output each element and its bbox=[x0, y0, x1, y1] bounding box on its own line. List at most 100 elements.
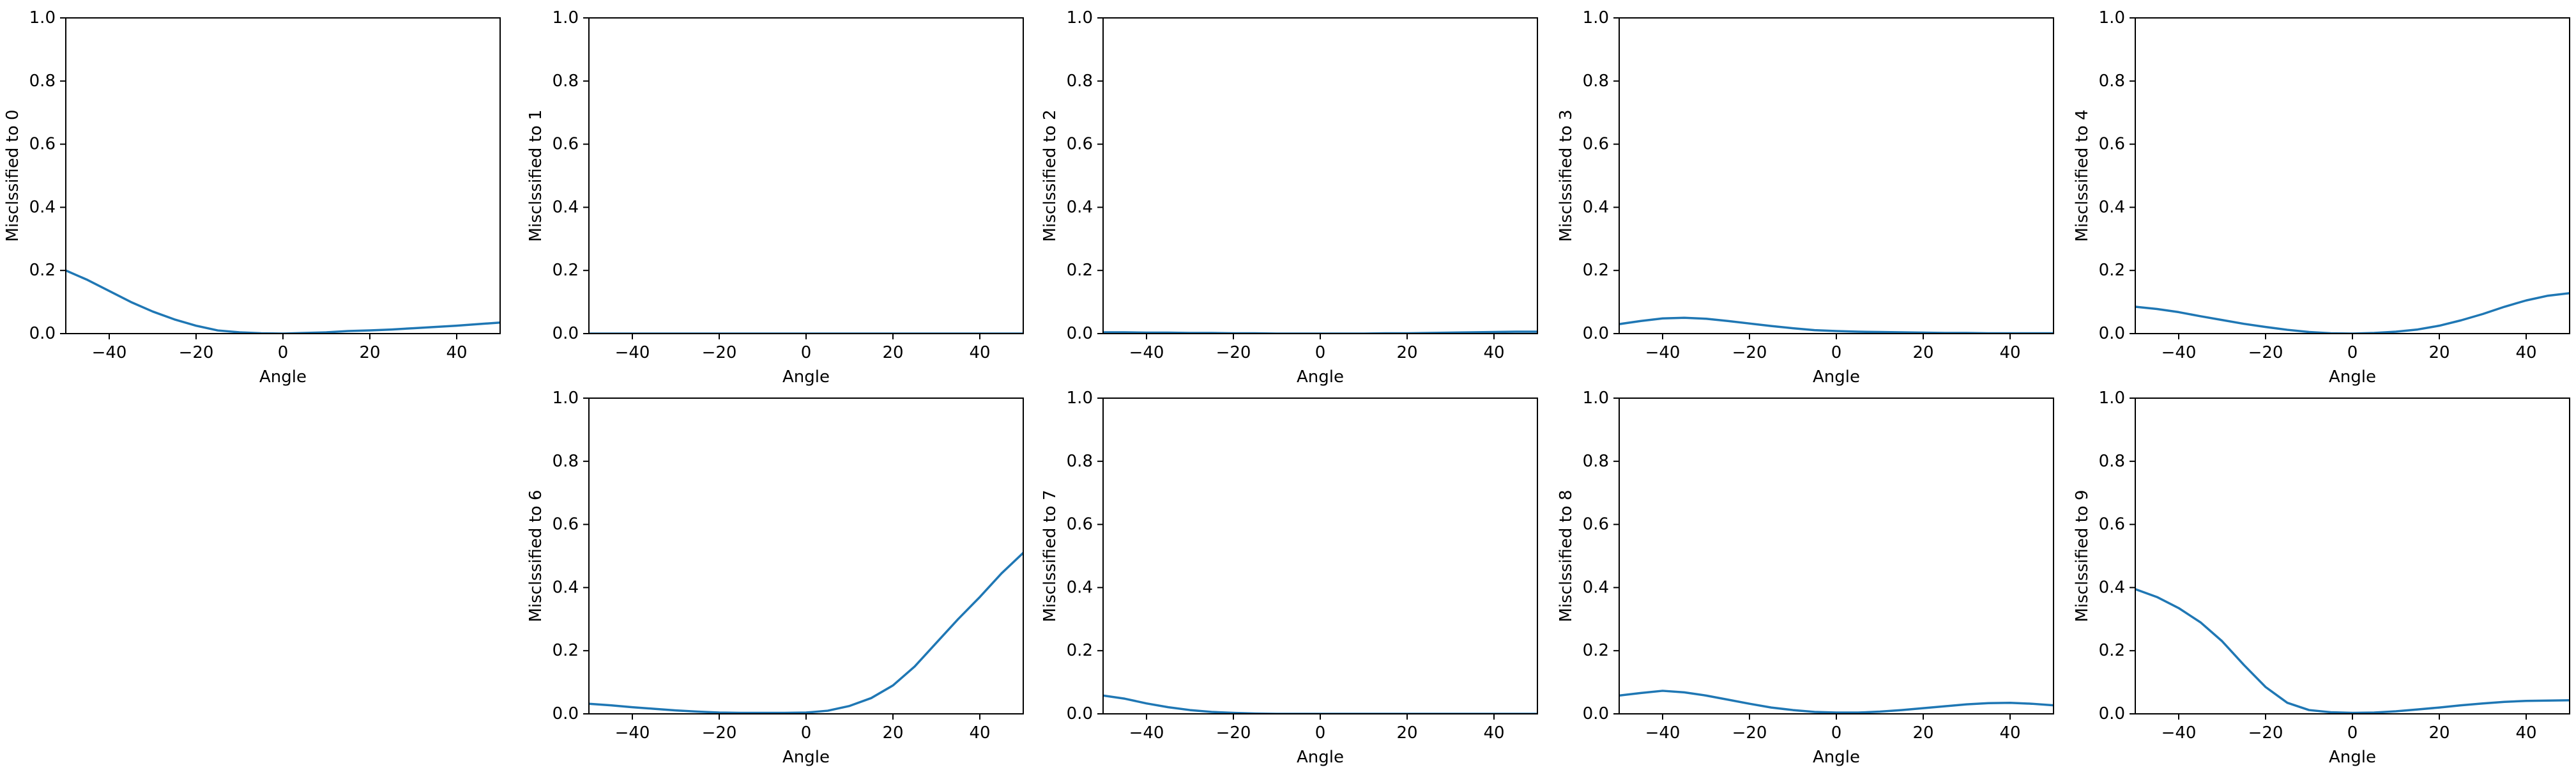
y-axis-label: Misclssified to 4 bbox=[2073, 109, 2092, 242]
y-tick-label: 1.0 bbox=[2099, 8, 2125, 27]
x-axis-label: Angle bbox=[782, 367, 830, 387]
series-line bbox=[2135, 292, 2570, 334]
y-tick-label: 0.0 bbox=[2099, 704, 2125, 723]
x-axis-label: Angle bbox=[1813, 748, 1860, 767]
x-tick-label: 40 bbox=[1999, 343, 2020, 362]
x-tick-label: 20 bbox=[1396, 723, 1417, 743]
y-tick-label: 0.8 bbox=[553, 452, 579, 471]
axes-frame bbox=[588, 398, 1024, 714]
x-tick-label: −40 bbox=[2161, 343, 2197, 362]
x-tick-label: 20 bbox=[1912, 723, 1933, 743]
y-tick-label: 0.0 bbox=[553, 324, 579, 343]
y-tick-label: 0.6 bbox=[1583, 515, 1609, 534]
y-axis-label: Misclssified to 8 bbox=[1557, 490, 1576, 622]
y-tick-label: 0.0 bbox=[1067, 324, 1093, 343]
subplot-4: 0.0 0.2 0.4 0.6 0.8 1.0 −40 −20 0 20 40 Angle Miscls… bbox=[2073, 8, 2570, 387]
y-tick-label: 1.0 bbox=[1583, 8, 1609, 27]
x-tick-label: 40 bbox=[969, 723, 990, 743]
subplot-3: 0.0 0.2 0.4 0.6 0.8 1.0 −40 −20 0 20 40 Angle Miscls… bbox=[1557, 8, 2054, 387]
y-tick-label: 0.4 bbox=[1583, 197, 1609, 217]
y-axis-label: Misclssified to 2 bbox=[1040, 109, 1060, 242]
subplot-6: 0.0 0.2 0.4 0.6 0.8 1.0 −40 −20 0 20 40 Angle Miscls… bbox=[1040, 389, 1538, 767]
y-tick-label: 0.8 bbox=[1067, 452, 1093, 471]
x-tick-label: 0 bbox=[1315, 723, 1326, 743]
y-tick-label: 0.6 bbox=[1067, 515, 1093, 534]
y-tick-label: 0.4 bbox=[553, 578, 579, 597]
series-line bbox=[66, 269, 500, 334]
x-tick-label: −20 bbox=[1216, 723, 1251, 743]
x-tick-label: 40 bbox=[1483, 723, 1504, 743]
subplot-7: 0.0 0.2 0.4 0.6 0.8 1.0 −40 −20 0 20 40 Angle Miscls… bbox=[1557, 389, 2054, 767]
series-line bbox=[1619, 690, 2054, 714]
axes-frame bbox=[1619, 398, 2054, 714]
y-tick-label: 0.0 bbox=[1583, 704, 1609, 723]
y-tick-label: 0.6 bbox=[553, 135, 579, 154]
x-tick-label: 40 bbox=[446, 343, 467, 362]
x-tick-label: 0 bbox=[1831, 723, 1842, 743]
y-tick-label: 0.8 bbox=[2099, 72, 2125, 91]
x-tick-label: 40 bbox=[1999, 723, 2020, 743]
y-tick-label: 1.0 bbox=[553, 8, 579, 27]
y-axis-label: Misclssified to 7 bbox=[1040, 490, 1060, 622]
series-line bbox=[2135, 588, 2570, 714]
axes-frame bbox=[2135, 398, 2570, 714]
y-axis-label: Misclssified to 9 bbox=[2073, 490, 2092, 622]
y-tick-label: 0.8 bbox=[1583, 72, 1609, 91]
y-tick-label: 0.2 bbox=[1067, 641, 1093, 660]
subplot-0: 0.0 0.2 0.4 0.6 0.8 1.0 −40 −20 0 20 40 Angle Miscls… bbox=[3, 8, 501, 387]
y-tick-label: 1.0 bbox=[1067, 389, 1093, 408]
y-tick-label: 0.8 bbox=[29, 72, 56, 91]
x-tick-label: 0 bbox=[278, 343, 289, 362]
x-tick-label: −20 bbox=[702, 723, 737, 743]
y-tick-label: 0.2 bbox=[1583, 641, 1609, 660]
y-axis-label: Misclssified to 1 bbox=[526, 109, 545, 242]
x-tick-label: −20 bbox=[1216, 343, 1251, 362]
series-line bbox=[1619, 316, 2054, 334]
x-tick-label: 20 bbox=[1396, 343, 1417, 362]
y-tick-label: 1.0 bbox=[1067, 8, 1093, 27]
x-axis-label: Angle bbox=[2329, 748, 2376, 767]
x-axis-label: Angle bbox=[1297, 748, 1344, 767]
y-tick-label: 0.6 bbox=[2099, 135, 2125, 154]
x-tick-label: −40 bbox=[1645, 343, 1680, 362]
x-axis-label: Angle bbox=[782, 748, 830, 767]
x-tick-label: 0 bbox=[2347, 723, 2358, 743]
y-tick-label: 0.0 bbox=[1067, 704, 1093, 723]
x-tick-label: −40 bbox=[1645, 723, 1680, 743]
y-tick-label: 0.8 bbox=[1583, 452, 1609, 471]
y-axis-label: Misclssified to 3 bbox=[1557, 109, 1576, 242]
y-tick-label: 0.6 bbox=[1583, 135, 1609, 154]
subplot-1: 0.0 0.2 0.4 0.6 0.8 1.0 −40 −20 0 20 40 Angle Miscls… bbox=[526, 8, 1024, 387]
subplot-8: 0.0 0.2 0.4 0.6 0.8 1.0 −40 −20 0 20 40 Angle Miscls… bbox=[2073, 389, 2570, 767]
x-tick-label: 0 bbox=[1315, 343, 1326, 362]
x-tick-label: −20 bbox=[1732, 343, 1767, 362]
x-axis-label: Angle bbox=[1813, 367, 1860, 387]
series-line bbox=[1103, 694, 1537, 714]
axes-frame bbox=[1619, 17, 2054, 334]
y-tick-label: 0.8 bbox=[553, 72, 579, 91]
series-line bbox=[1103, 330, 1537, 334]
x-tick-label: 40 bbox=[2515, 343, 2536, 362]
y-tick-label: 0.4 bbox=[553, 197, 579, 217]
x-tick-label: −40 bbox=[1129, 723, 1164, 743]
y-tick-label: 0.6 bbox=[553, 515, 579, 534]
y-tick-label: 0.2 bbox=[2099, 261, 2125, 280]
x-tick-label: −40 bbox=[2161, 723, 2197, 743]
subplot-2: 0.0 0.2 0.4 0.6 0.8 1.0 −40 −20 0 20 40 Angle Miscls… bbox=[1040, 8, 1538, 387]
y-tick-label: 0.0 bbox=[29, 324, 56, 343]
x-tick-label: 40 bbox=[1483, 343, 1504, 362]
y-tick-label: 0.2 bbox=[2099, 641, 2125, 660]
x-tick-label: 20 bbox=[882, 343, 903, 362]
x-tick-label: −20 bbox=[2248, 343, 2283, 362]
series-line bbox=[589, 551, 1023, 714]
x-tick-label: 0 bbox=[2347, 343, 2358, 362]
x-tick-label: 40 bbox=[2515, 723, 2536, 743]
y-tick-label: 1.0 bbox=[2099, 389, 2125, 408]
x-tick-label: 0 bbox=[801, 723, 812, 743]
y-tick-label: 0.2 bbox=[1067, 261, 1093, 280]
y-tick-label: 0.8 bbox=[1067, 72, 1093, 91]
axes-frame bbox=[1102, 398, 1538, 714]
x-tick-label: 20 bbox=[359, 343, 380, 362]
y-tick-label: 0.4 bbox=[2099, 578, 2125, 597]
